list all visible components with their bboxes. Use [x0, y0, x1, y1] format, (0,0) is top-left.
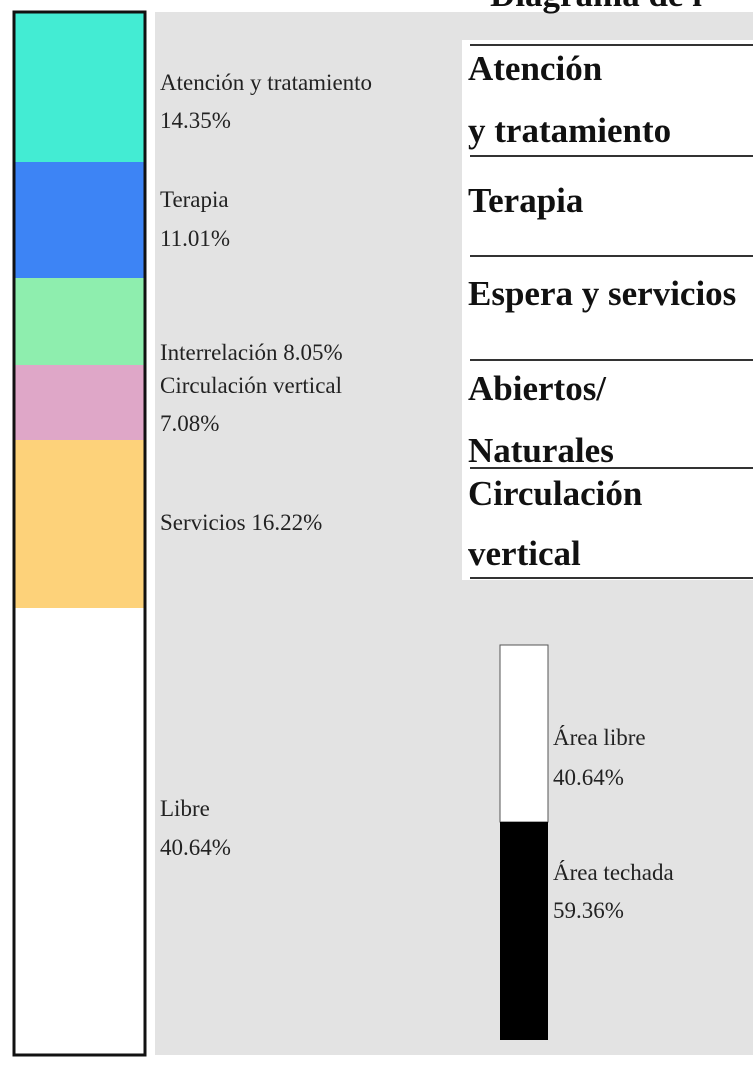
segment-label: Servicios 16.22%	[160, 510, 322, 535]
legend-label: y tratamiento	[468, 111, 671, 150]
segment-label: 11.01%	[160, 226, 230, 251]
area-label: Área libre	[553, 725, 646, 750]
segment	[14, 365, 145, 440]
area-label: Área techada	[553, 860, 674, 885]
segment	[14, 278, 145, 365]
segment-label: 7.08%	[160, 411, 219, 436]
segment	[14, 608, 145, 1055]
legend-label: Terapia	[468, 181, 583, 220]
legend-box	[462, 40, 753, 580]
segment-label: 40.64%	[160, 835, 231, 860]
segment-label: Libre	[160, 796, 210, 821]
segment-label: Terapia	[160, 187, 229, 212]
segment-label: Circulación vertical	[160, 373, 342, 398]
legend-label: Abiertos/	[468, 369, 607, 408]
legend-label: Circulación	[468, 474, 642, 513]
legend-labels: Atención y tratamiento Terapia Espera y ser…	[468, 49, 736, 573]
segment-label: 14.35%	[160, 108, 231, 133]
legend-label: Naturales	[468, 431, 614, 470]
segment-label: Atención y tratamiento	[160, 70, 372, 95]
area-labels: Área libre 40.64% Área techada 59.36%	[553, 725, 674, 923]
legend-label: vertical	[468, 534, 581, 573]
area-free	[499, 644, 549, 823]
segment	[14, 162, 145, 278]
segment-label: Interrelación 8.05%	[160, 340, 343, 365]
area-roofed	[500, 822, 548, 1040]
segment	[14, 440, 145, 608]
left-labels: Atención y tratamiento 14.35% Terapia 11.01…	[160, 70, 372, 860]
bar-outline	[12, 10, 147, 1057]
area-label: 40.64%	[553, 765, 624, 790]
legend-lines	[470, 44, 753, 579]
legend-label: Atención	[468, 49, 602, 88]
stack-bar	[12, 10, 147, 1057]
title: Diagrama de l	[490, 0, 702, 14]
legend-label: Espera y servicios	[468, 274, 736, 313]
area-label: 59.36%	[553, 898, 624, 923]
segment	[14, 12, 145, 162]
